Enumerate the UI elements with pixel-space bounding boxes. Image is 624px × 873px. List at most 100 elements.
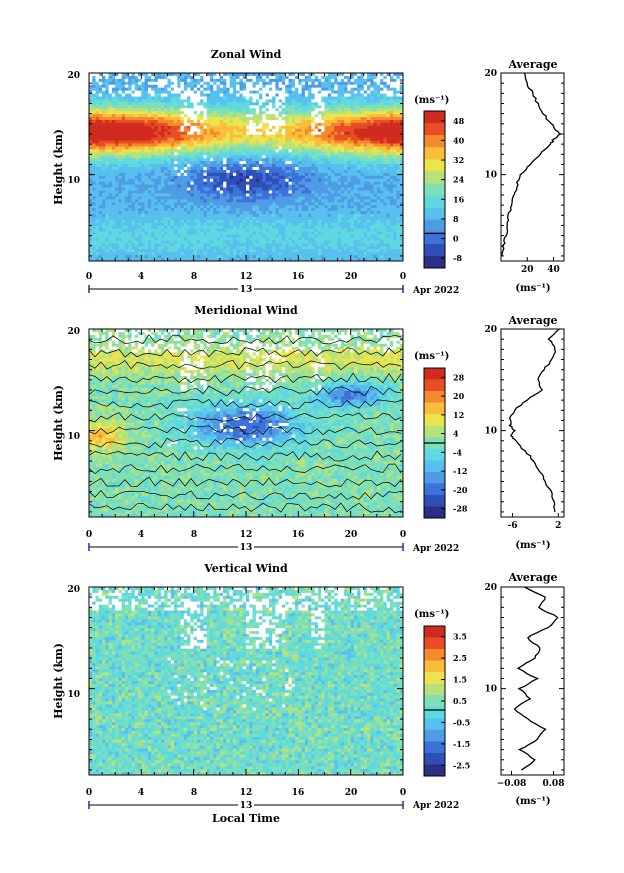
heatmap-cell	[314, 125, 319, 130]
heatmap-cell	[128, 140, 132, 144]
heatmap-cell	[108, 125, 113, 130]
heatmap-cell	[223, 178, 227, 183]
heatmap-cell	[128, 111, 132, 115]
heatmap-cell	[115, 102, 119, 106]
heatmap-cell	[265, 258, 270, 261]
heatmap-cell	[206, 99, 211, 103]
heatmap-cell	[219, 152, 224, 156]
heatmap-cell	[275, 231, 280, 235]
heatmap-cell	[223, 146, 227, 150]
heatmap-cell	[259, 231, 263, 235]
heatmap-cell	[177, 202, 181, 206]
heatmap-cell	[144, 184, 149, 188]
heatmap-cell	[187, 131, 191, 136]
heatmap-cell	[203, 169, 208, 174]
heatmap-cell	[278, 78, 283, 83]
heatmap-cell	[138, 222, 142, 227]
heatmap-cell	[265, 202, 270, 206]
heatmap-cell	[265, 172, 270, 177]
heatmap-cell	[268, 237, 273, 241]
heatmap-cell	[147, 143, 152, 147]
heatmap-cell	[272, 114, 276, 118]
heatmap-cell	[115, 231, 119, 235]
heatmap-cell	[288, 219, 293, 224]
heatmap-cell	[265, 214, 270, 218]
heatmap-cell	[210, 205, 214, 209]
heatmap-cell	[151, 99, 155, 103]
heatmap-cell	[324, 216, 329, 221]
heatmap-cell	[229, 196, 234, 200]
heatmap-cell	[298, 190, 302, 194]
heatmap-cell	[144, 81, 149, 86]
heatmap-cell	[118, 178, 123, 183]
heatmap-cell	[229, 117, 234, 121]
heatmap-cell	[298, 167, 302, 171]
heatmap-cell	[187, 219, 191, 224]
heatmap-cell	[144, 105, 149, 109]
heatmap-cell	[154, 108, 159, 112]
heatmap-cell	[337, 146, 342, 150]
heatmap-cell	[242, 228, 247, 233]
heatmap-cell	[196, 111, 201, 115]
heatmap-cell	[249, 128, 253, 133]
heatmap-cell	[111, 167, 116, 171]
heatmap-cell	[331, 164, 335, 168]
heatmap-cell	[236, 78, 240, 83]
heatmap-cell	[340, 125, 345, 130]
heatmap-cell	[157, 108, 162, 112]
heatmap-cell	[281, 108, 286, 112]
heatmap-cell	[200, 258, 204, 261]
heatmap-cell	[89, 108, 93, 112]
heatmap-cell	[89, 175, 93, 180]
heatmap-cell	[200, 128, 204, 133]
heatmap-cell	[98, 231, 103, 235]
heatmap-cell	[304, 161, 309, 165]
heatmap-cell	[164, 125, 168, 130]
heatmap-cell	[183, 99, 188, 103]
heatmap-cell	[115, 190, 119, 194]
heatmap-cell	[216, 87, 221, 92]
heatmap-cell	[239, 208, 244, 212]
heatmap-cell	[239, 169, 244, 174]
heatmap-cell	[147, 172, 152, 177]
heatmap-cell	[190, 99, 195, 103]
heatmap-cell	[285, 196, 289, 200]
heatmap-cell	[154, 164, 159, 168]
heatmap-cell	[216, 222, 221, 227]
heatmap-cell	[216, 187, 221, 191]
heatmap-cell	[324, 205, 329, 209]
heatmap-cell	[121, 255, 126, 259]
heatmap-cell	[105, 219, 110, 224]
heatmap-cell	[193, 90, 198, 94]
heatmap-cell	[206, 146, 211, 150]
heatmap-cell	[311, 158, 316, 162]
heatmap-cell	[334, 155, 338, 159]
heatmap-cell	[115, 143, 119, 147]
heatmap-cell	[255, 249, 260, 253]
heatmap-cell	[180, 120, 185, 124]
heatmap-cell	[275, 73, 280, 77]
heatmap-cell	[268, 111, 273, 115]
heatmap-cell	[200, 214, 204, 218]
heatmap-cell	[216, 199, 221, 203]
heatmap-cell	[115, 258, 119, 261]
heatmap-cell	[295, 81, 299, 86]
heatmap-cell	[259, 246, 263, 250]
heatmap-cell	[134, 249, 139, 253]
heatmap-cell	[92, 111, 96, 115]
heatmap-cell	[147, 117, 152, 121]
heatmap-cell	[128, 117, 132, 121]
heatmap-cell	[229, 193, 234, 197]
heatmap-cell	[281, 125, 286, 130]
heatmap-cell	[89, 228, 93, 233]
heatmap-cell	[255, 237, 260, 241]
heatmap-cell	[92, 225, 96, 230]
heatmap-cell	[144, 111, 149, 115]
heatmap-cell	[216, 252, 221, 256]
heatmap-cell	[180, 258, 185, 261]
heatmap-cell	[226, 167, 231, 171]
heatmap-cell	[89, 105, 93, 109]
heatmap-cell	[183, 81, 188, 86]
heatmap-cell	[177, 234, 181, 238]
heatmap-cell	[160, 184, 165, 188]
